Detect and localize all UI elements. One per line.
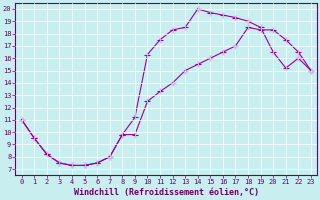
X-axis label: Windchill (Refroidissement éolien,°C): Windchill (Refroidissement éolien,°C) xyxy=(74,188,259,197)
